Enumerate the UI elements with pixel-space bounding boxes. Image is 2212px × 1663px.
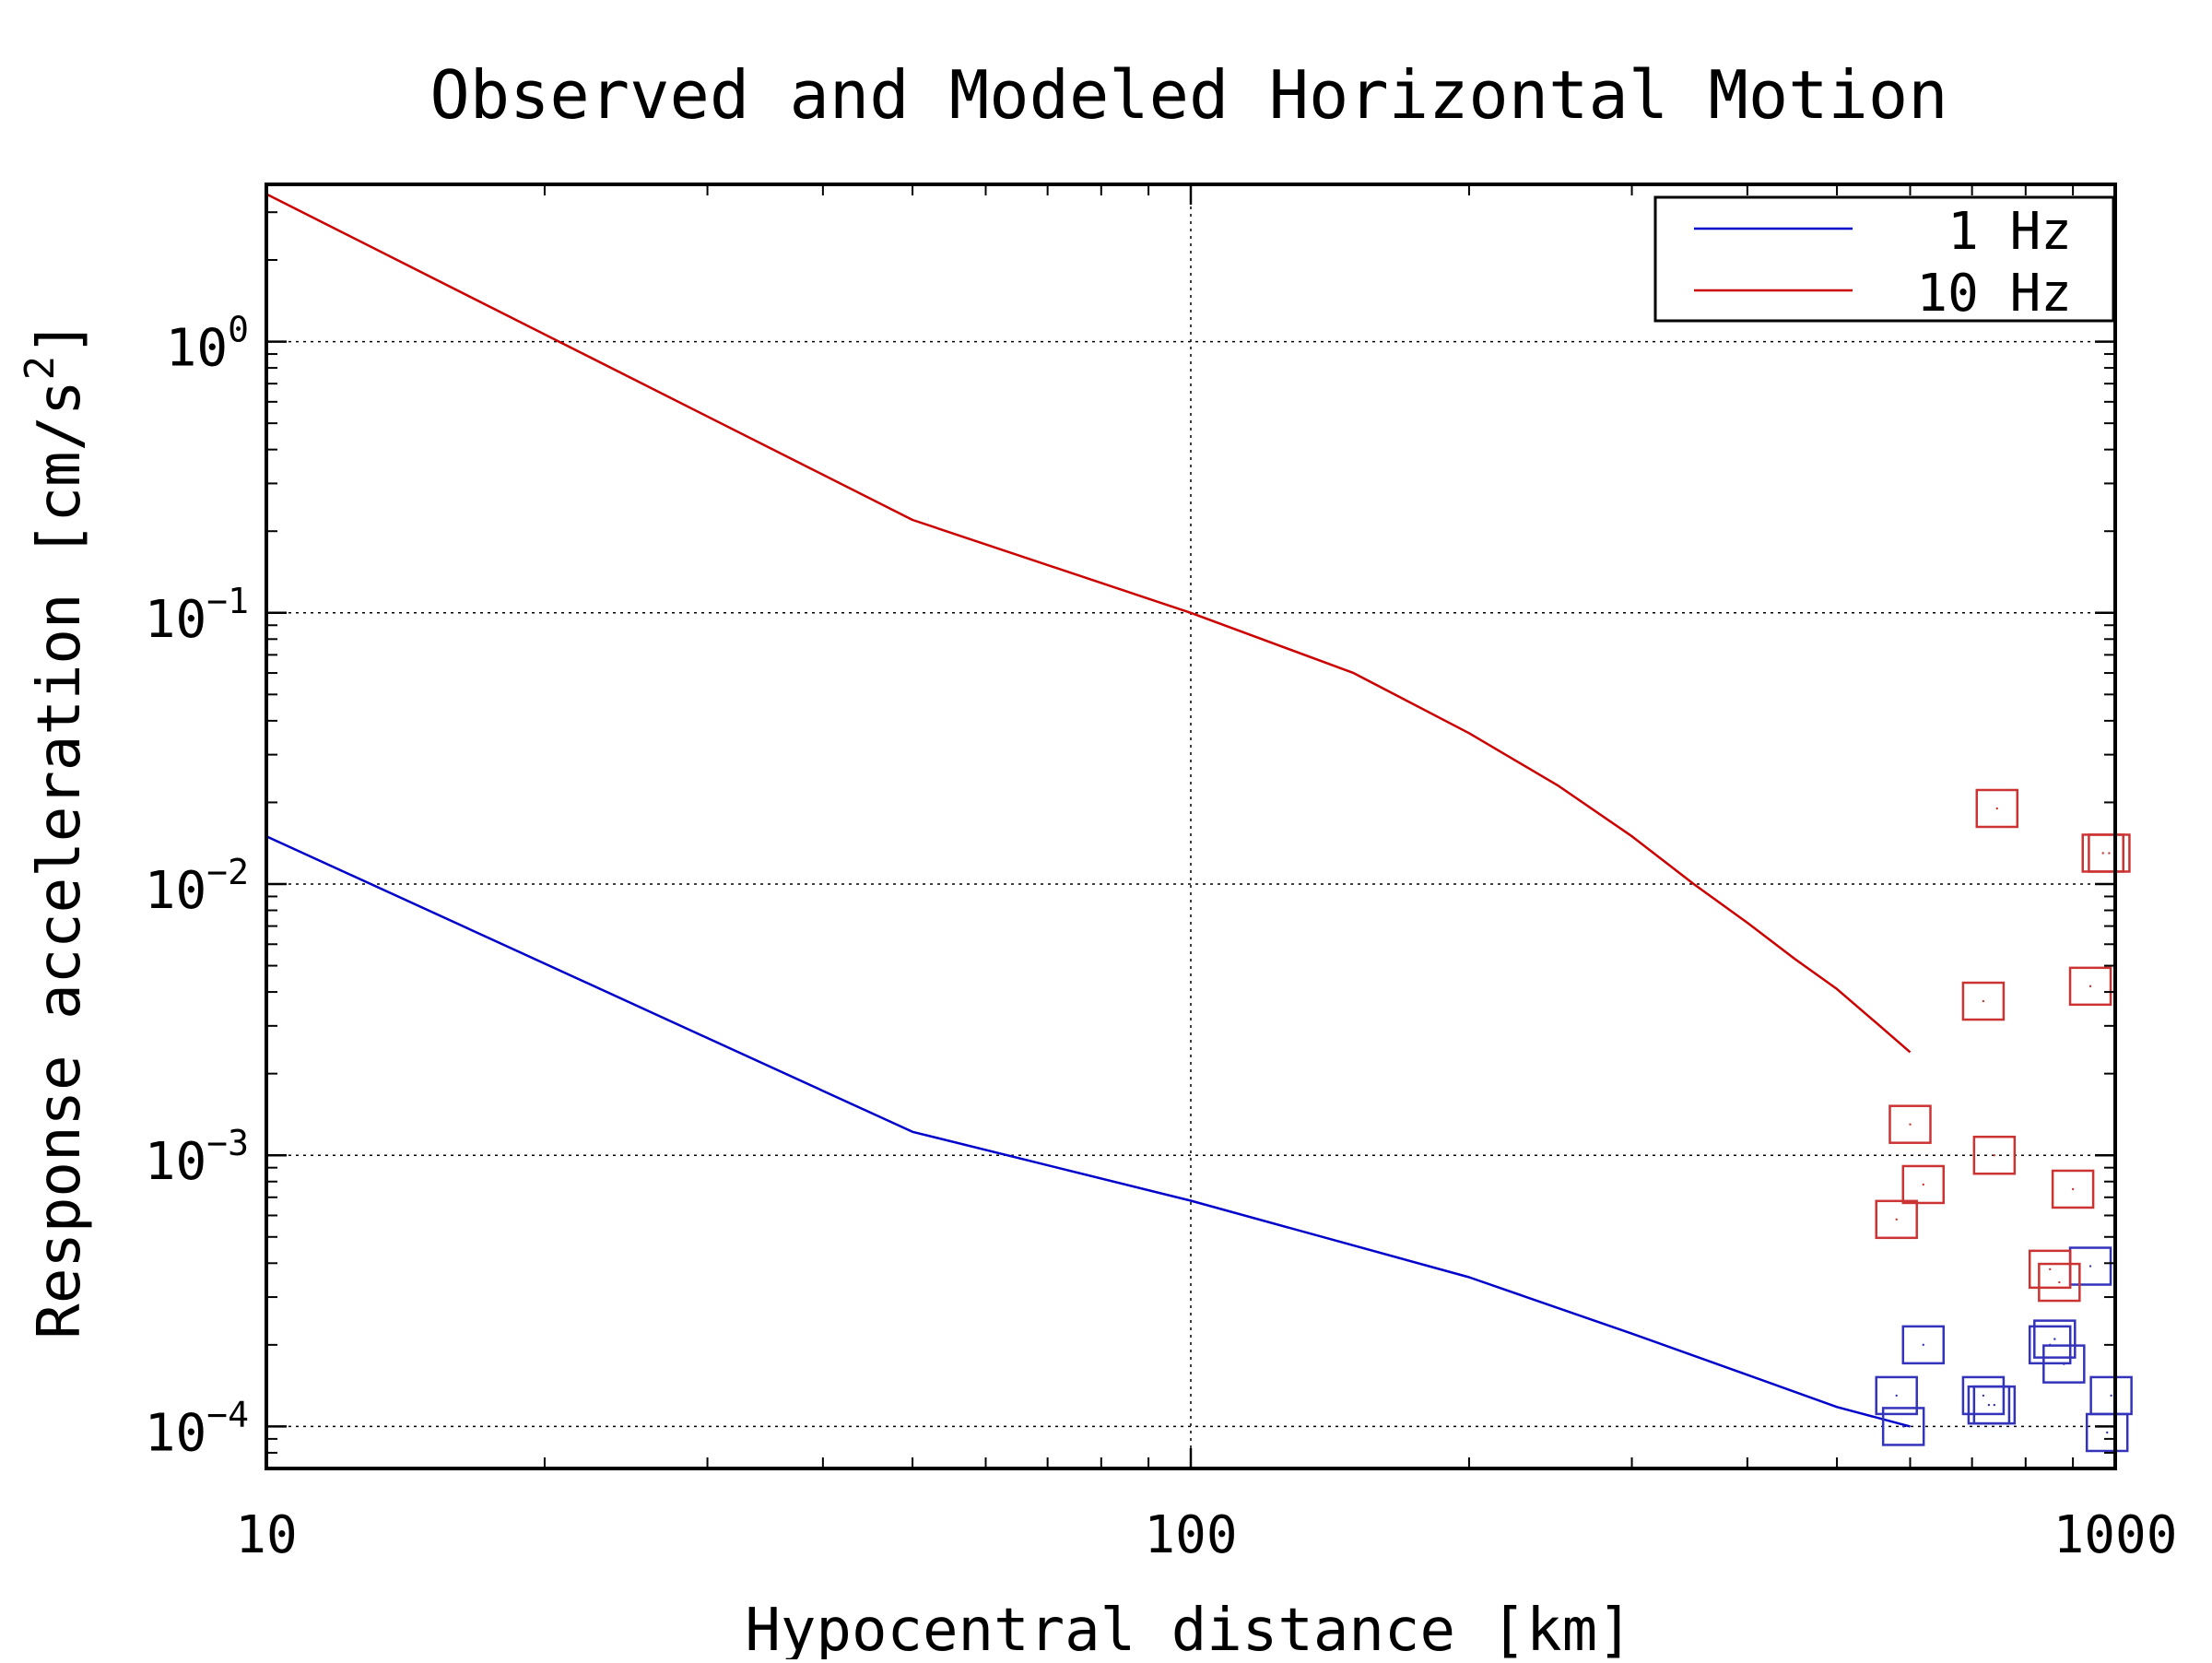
y-axis-label-superscript: 2 <box>17 356 64 381</box>
data-point-dot <box>2063 1362 2065 1365</box>
legend-label-1hz: 1 Hz <box>1947 202 2072 262</box>
data-point-marker <box>2089 1375 2133 1416</box>
y-tick-label: 10−4 <box>145 1394 249 1463</box>
legend-label-10hz: 10 Hz <box>1916 264 2072 324</box>
data-point-dot <box>2053 1338 2056 1340</box>
data-point-dot <box>2108 852 2111 855</box>
data-point-dot <box>1922 1183 1924 1186</box>
y-tick-label: 10−2 <box>145 852 249 921</box>
data-point-dot <box>1982 999 1985 1003</box>
x-axis-label: Hypocentral distance [km] <box>745 1597 1632 1659</box>
y-axis-label: Response acceleration [cm/s2] <box>17 320 94 1339</box>
data-point-dot <box>1909 1123 1912 1126</box>
data-point-dot <box>1993 1154 1996 1157</box>
data-point-marker <box>1975 788 2019 829</box>
y-tick-exponent: −2 <box>206 852 249 892</box>
data-point-dot <box>2058 1280 2061 1284</box>
data-point-marker <box>2088 833 2131 873</box>
data-point-marker <box>1901 1164 1946 1205</box>
x-tick-label: 1000 <box>2053 1505 2178 1565</box>
y-tick-label: 10−1 <box>145 581 249 650</box>
data-point-marker <box>1972 1385 2017 1425</box>
data-point-dot <box>2088 985 2092 988</box>
y-tick-exponent: −1 <box>206 581 249 621</box>
data-point-marker <box>1888 1104 1932 1144</box>
y-tick-label: 100 <box>166 310 249 379</box>
data-point-marker <box>1875 1199 1918 1240</box>
x-tick-label: 10 <box>235 1505 297 1565</box>
series-layer <box>265 193 2133 1453</box>
data-point-dot <box>1895 1394 1898 1398</box>
y-tick-label: 10−3 <box>145 1123 249 1192</box>
legend: 1 Hz 10 Hz <box>1653 195 2115 324</box>
y-tick-exponent: 0 <box>228 310 249 350</box>
data-point-dot <box>1901 1425 1905 1428</box>
grid <box>266 184 2115 1468</box>
data-point-dot <box>2088 1265 2092 1268</box>
y-tick-base: 10 <box>145 1132 206 1192</box>
data-point-marker <box>2028 1249 2072 1290</box>
data-point-marker <box>1972 1135 2017 1175</box>
legend-box <box>1653 195 2115 323</box>
data-point-marker <box>1881 1407 1925 1446</box>
data-point-marker <box>1961 981 2006 1021</box>
y-tick-base: 10 <box>166 319 228 379</box>
series-line-1-hz <box>265 835 1911 1428</box>
data-point-marker <box>1875 1375 1918 1416</box>
y-tick-base: 10 <box>145 1403 206 1463</box>
y-axis-label-suffix: ] <box>26 320 94 356</box>
data-point-dot <box>1922 1343 1924 1347</box>
data-point-dot <box>1995 807 1998 810</box>
data-point-marker <box>1961 1375 2006 1416</box>
data-point-dot <box>2101 852 2104 855</box>
data-point-marker <box>2033 1319 2077 1359</box>
data-point-dot <box>2071 1187 2075 1191</box>
data-point-marker <box>2038 1262 2081 1303</box>
data-point-dot <box>2105 1431 2109 1434</box>
data-point-dot <box>1895 1218 1898 1221</box>
data-point-dot <box>1987 1403 1991 1407</box>
data-point-marker <box>2042 1344 2086 1384</box>
y-axis-label-main: Response acceleration [cm/s <box>26 380 94 1339</box>
data-point-dot <box>1982 1394 1985 1398</box>
y-tick-base: 10 <box>145 590 206 650</box>
data-point-dot <box>2049 1268 2052 1271</box>
data-point-marker <box>1901 1325 1946 1365</box>
y-tick-exponent: −3 <box>206 1123 249 1163</box>
y-tick-exponent: −4 <box>206 1394 249 1434</box>
chart-title: Observed and Modeled Horizontal Motion <box>429 56 1947 134</box>
data-point-dot <box>2110 1394 2112 1398</box>
series-line-10-hz <box>265 193 1912 1054</box>
data-point-marker <box>2068 966 2112 1007</box>
y-tick-base: 10 <box>145 861 206 921</box>
plot-frame <box>265 183 2117 1470</box>
x-tick-label: 100 <box>1144 1505 1237 1565</box>
data-point-dot <box>1993 1403 1996 1407</box>
data-point-marker <box>2051 1169 2095 1209</box>
